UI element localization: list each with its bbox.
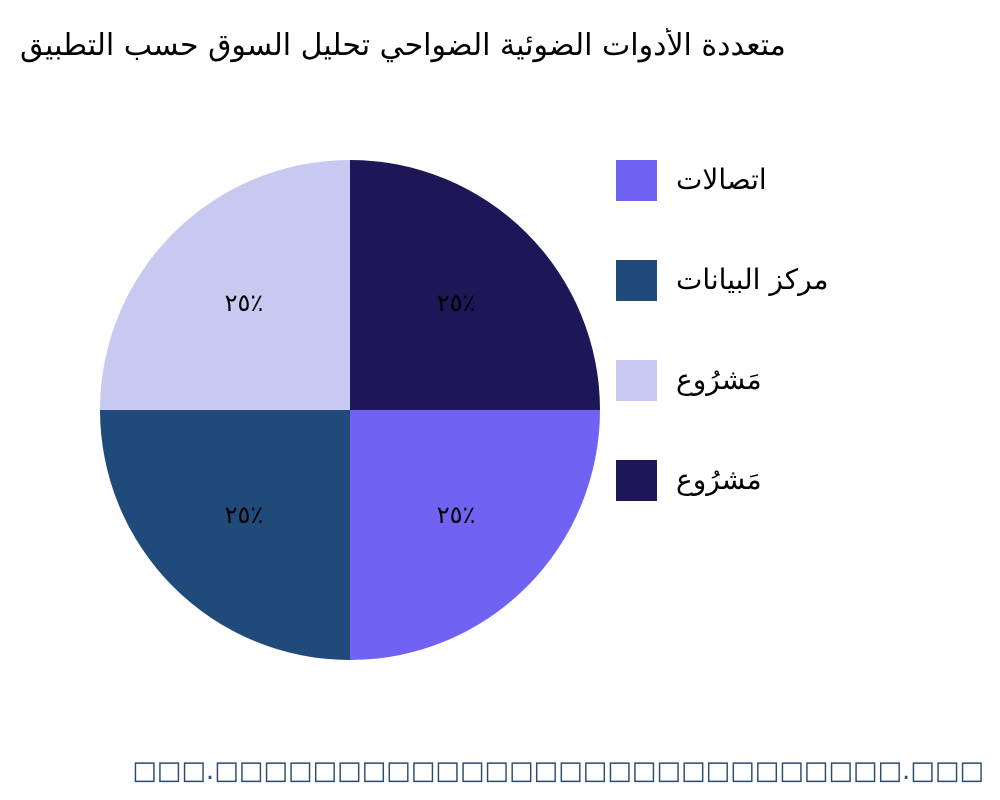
pie-slice	[350, 160, 600, 410]
chart-title: متعددة الأدوات الضوئية الضواحي تحليل الس…	[20, 28, 786, 63]
pie-slice	[350, 410, 600, 660]
pie-slice	[100, 410, 350, 660]
legend-label: اتصالات	[676, 163, 767, 196]
legend-label: مَشرُوع	[676, 463, 762, 496]
slice-label: ٢٥٪	[437, 289, 476, 317]
source: □□□.□□□□□□□□□□□□□□□□□□□□□□□□□□□□.□□□	[132, 756, 984, 786]
legend-swatch	[616, 460, 657, 501]
slice-label: ٢٥٪	[225, 501, 264, 529]
legend-swatch	[616, 160, 657, 201]
slice-label: ٢٥٪	[437, 501, 476, 529]
legend-swatch	[616, 260, 657, 301]
legend-swatch	[616, 360, 657, 401]
legend-label: مَشرُوع	[676, 363, 762, 396]
slice-label: ٢٥٪	[225, 289, 264, 317]
pie-slice	[100, 160, 350, 410]
legend-label: مركز البيانات	[676, 263, 829, 296]
